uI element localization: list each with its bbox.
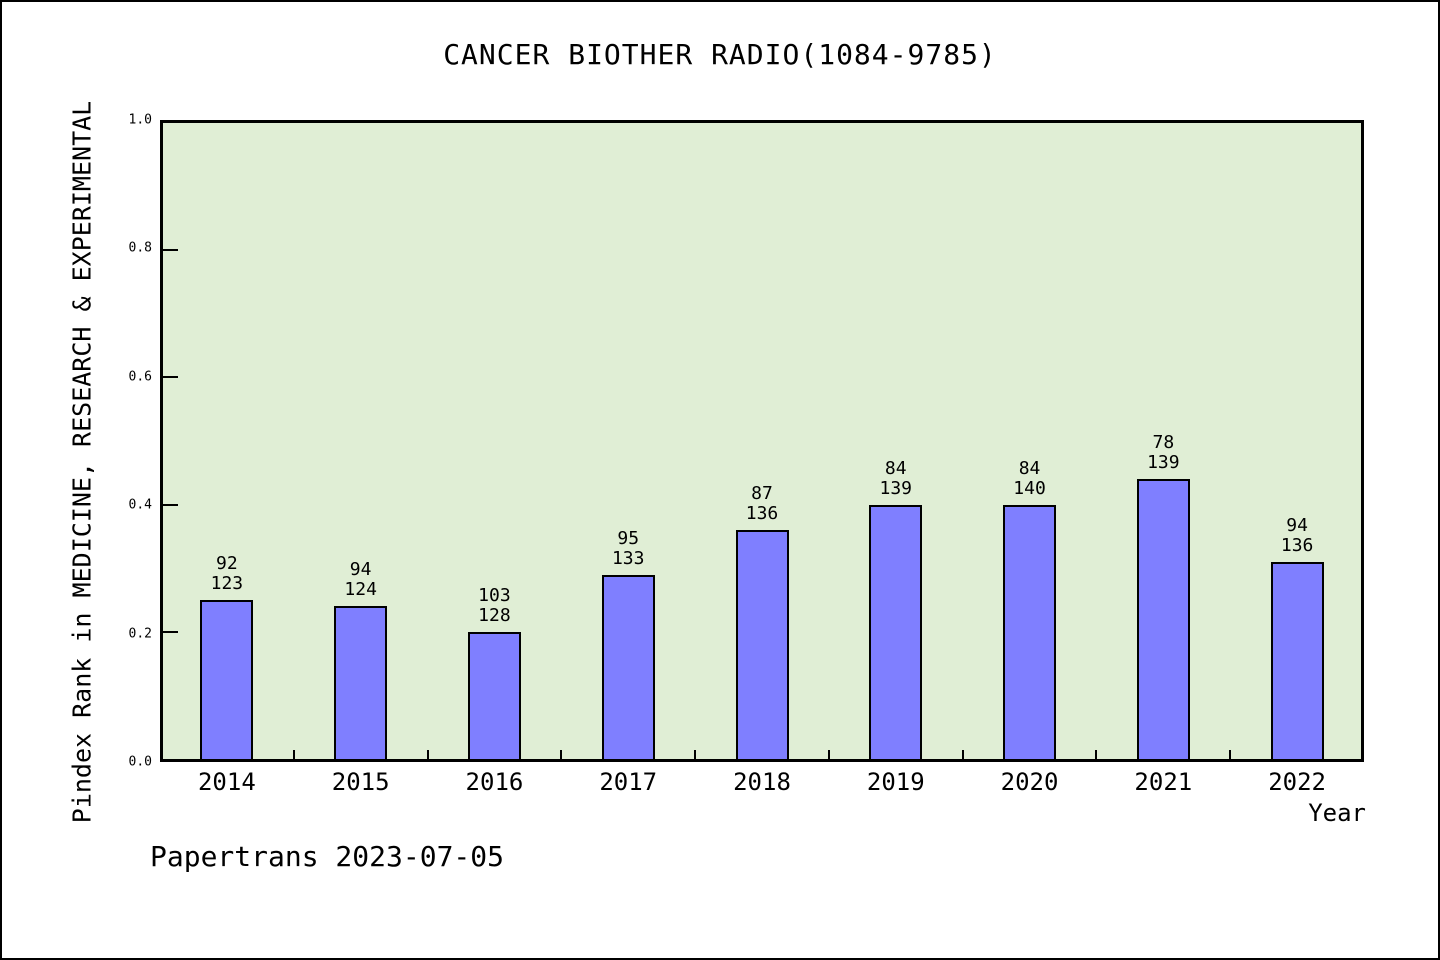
- x-tick-label-2022: 2022: [1268, 768, 1327, 796]
- y-tick-mark: [163, 630, 178, 633]
- y-tick-label: 0.2: [128, 626, 152, 642]
- chart-title: CANCER BIOTHER RADIO(1084-9785): [443, 38, 997, 71]
- plot-area: [160, 120, 1364, 762]
- x-tick-mark: [426, 750, 429, 759]
- bar-value-label: 84 140: [1013, 457, 1046, 499]
- x-tick-mark: [292, 750, 295, 759]
- bar-2019: [869, 504, 923, 759]
- bar-value-label: 92 123: [210, 553, 244, 594]
- bar-value-label: 87 136: [745, 483, 779, 525]
- x-tick-label-2015: 2015: [331, 768, 390, 796]
- x-tick-mark: [694, 750, 697, 759]
- x-tick-label-2014: 2014: [197, 768, 256, 796]
- x-tick-label-2016: 2016: [465, 768, 524, 796]
- x-tick-label-2018: 2018: [733, 768, 791, 796]
- bar-value-label: 95 133: [611, 527, 645, 569]
- x-tick-mark: [961, 750, 964, 759]
- y-tick-label: 0.0: [128, 754, 152, 770]
- bar-2020: [1003, 504, 1057, 759]
- y-tick-label: 0.4: [128, 497, 152, 513]
- bar-2016: [467, 631, 521, 759]
- bar-value-label: 94 136: [1280, 514, 1314, 556]
- x-tick-label-2020: 2020: [1000, 768, 1059, 796]
- bar-2022: [1270, 561, 1324, 759]
- bar-2017: [601, 574, 655, 759]
- y-tick-label: 0.8: [128, 240, 152, 256]
- bar-value-label: 78 139: [1147, 432, 1180, 474]
- x-tick-label-2017: 2017: [599, 768, 658, 796]
- x-tick-mark: [1229, 750, 1232, 759]
- bar-2015: [334, 606, 388, 759]
- x-tick-label-2019: 2019: [866, 768, 925, 796]
- y-tick-label: 0.6: [128, 369, 152, 385]
- y-tick-mark: [163, 376, 178, 379]
- bar-value-label: 103 128: [478, 584, 511, 626]
- x-tick-label-2021: 2021: [1134, 768, 1193, 796]
- y-tick-mark: [163, 249, 178, 252]
- x-axis-label: Year: [1308, 799, 1366, 827]
- bar-value-label: 84 139: [879, 457, 913, 499]
- bar-value-label: 94 124: [344, 559, 377, 601]
- bar-2021: [1136, 479, 1190, 759]
- x-tick-mark: [827, 750, 830, 759]
- y-axis-label: Pindex Rank in MEDICINE, RESEARCH & EXPE…: [67, 100, 97, 824]
- x-tick-mark: [1095, 750, 1098, 759]
- bar-2018: [735, 530, 789, 759]
- y-tick-mark: [163, 503, 178, 506]
- x-tick-mark: [560, 750, 563, 759]
- y-tick-label: 1.0: [128, 112, 152, 128]
- bar-2014: [200, 600, 254, 759]
- footer-text: Papertrans 2023-07-05: [150, 840, 505, 873]
